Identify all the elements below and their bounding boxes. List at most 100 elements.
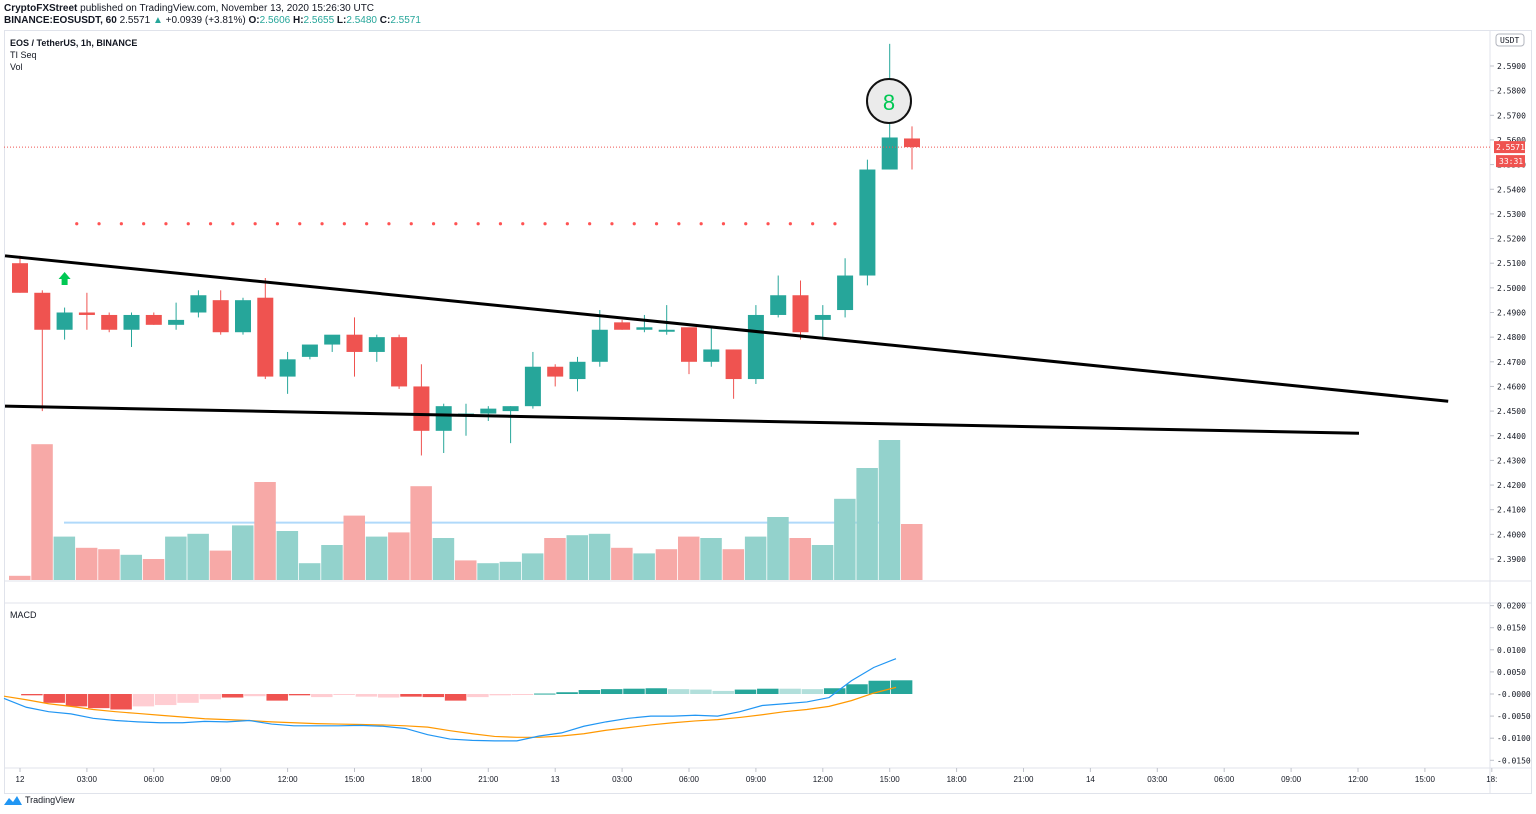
current-price-label: 2.5571 [1496, 143, 1525, 152]
time-tick-label: 21:00 [1013, 775, 1034, 784]
td-resistance-dot [744, 222, 748, 226]
time-tick-label: 14 [1086, 775, 1095, 784]
candle-bearish[interactable] [614, 322, 631, 330]
candle-bullish[interactable] [524, 366, 541, 407]
td-resistance-dot [476, 222, 480, 226]
legend-indicator-ti-seq[interactable]: TI Seq [10, 50, 37, 60]
candle-bearish[interactable] [681, 327, 697, 362]
macd-tick-label: -0.0000 [1497, 690, 1531, 699]
candle-bearish[interactable] [904, 138, 920, 148]
volume-bar [477, 563, 499, 580]
volume-bar [187, 533, 209, 580]
candle-bullish[interactable] [435, 406, 452, 431]
candle-bullish[interactable] [368, 337, 385, 352]
td-resistance-dot [186, 222, 190, 226]
open-label: O: [248, 15, 260, 26]
candle-bearish[interactable] [725, 349, 742, 380]
price-tick-label: 2.4300 [1497, 456, 1526, 465]
candle-bullish[interactable] [301, 344, 318, 357]
macd-pane-label[interactable]: MACD [10, 610, 37, 620]
td-count-circle [866, 78, 912, 124]
macd-histogram-bar [43, 694, 65, 703]
open-value: 2.5606 [259, 15, 291, 26]
volume-bar [321, 545, 343, 580]
time-tick-label: 12:00 [813, 775, 834, 784]
macd-histogram-bar [734, 689, 757, 694]
price-tick-label: 2.5600 [1497, 136, 1526, 145]
candle-bearish[interactable] [34, 292, 51, 330]
trendline-upper-descending[interactable] [4, 254, 1449, 403]
price-tick-label: 2.5000 [1497, 284, 1526, 293]
candle-bearish[interactable] [413, 386, 430, 431]
time-tick-label: 15:00 [880, 775, 901, 784]
trendline-lower-support[interactable] [4, 404, 1360, 435]
candle-bearish[interactable] [78, 312, 95, 315]
candle-bullish[interactable] [279, 359, 296, 377]
volume-bar [410, 486, 432, 580]
last-price: 2.5571 [119, 15, 151, 26]
td-resistance-dot [387, 222, 391, 226]
symbol-quote-bar: BINANCE:EOSUSDT, 60 2.5571 ▲ +0.0939 (+3… [4, 15, 421, 26]
candle-bearish[interactable] [212, 300, 229, 333]
td-resistance-dot [342, 222, 346, 226]
volume-bar [678, 536, 700, 580]
candle-bullish[interactable] [636, 327, 653, 330]
macd-histogram-bar [266, 694, 288, 701]
candle-bearish[interactable] [547, 366, 564, 377]
volume-bar [700, 538, 722, 580]
candle-bearish[interactable] [145, 314, 162, 325]
price-tick-label: 2.3900 [1497, 555, 1526, 564]
macd-histogram-bar [333, 694, 355, 695]
time-tick-label: 18:00 [947, 775, 968, 784]
volume-bar [611, 547, 633, 580]
candle-bearish[interactable] [346, 334, 363, 352]
legend-title[interactable]: EOS / TetherUS, 1h, BINANCE [10, 38, 138, 48]
price-tick-label: 2.5300 [1497, 210, 1526, 219]
volume-bar [53, 536, 76, 580]
volume-bar [9, 575, 31, 580]
price-tick-label: 2.4600 [1497, 382, 1526, 391]
candle-bearish[interactable] [792, 295, 809, 333]
candle-bullish[interactable] [881, 137, 898, 170]
macd-line [3, 658, 897, 742]
candle-bullish[interactable] [591, 329, 608, 362]
td-count-label: 8 [883, 90, 895, 115]
candle-bullish[interactable] [747, 314, 764, 380]
candle-bearish[interactable] [391, 337, 408, 387]
candle-bearish[interactable] [101, 314, 118, 330]
candle-bearish[interactable] [257, 297, 274, 377]
volume-bar [834, 498, 856, 580]
legend-indicator-vol[interactable]: Vol [10, 62, 23, 72]
macd-histogram-bar [534, 693, 556, 695]
candle-bullish[interactable] [658, 329, 675, 332]
candle-bullish[interactable] [56, 312, 73, 330]
candle-bullish[interactable] [837, 275, 854, 311]
td-resistance-dot [632, 222, 636, 226]
time-tick-label: 06:00 [144, 775, 165, 784]
macd-histogram-bar [88, 694, 110, 709]
countdown-label: 33:31 [1499, 157, 1523, 166]
candle-bullish[interactable] [168, 319, 185, 325]
macd-histogram-bar [21, 694, 43, 696]
candle-bullish[interactable] [703, 349, 720, 362]
currency-button[interactable] [1495, 33, 1525, 47]
close-value: 2.5571 [390, 15, 421, 26]
volume-bar [521, 553, 544, 580]
candle-bullish[interactable] [502, 406, 519, 412]
candle-bullish[interactable] [814, 314, 831, 320]
candle-bullish[interactable] [859, 169, 876, 276]
candle-bullish[interactable] [480, 408, 497, 414]
candle-bearish[interactable] [12, 263, 28, 293]
candle-bullish[interactable] [324, 334, 341, 345]
candle-bullish[interactable] [569, 361, 586, 380]
currency-label[interactable]: USDT [1500, 36, 1519, 45]
macd-histogram-bar [288, 694, 311, 696]
candle-bullish[interactable] [123, 314, 140, 330]
candle-bullish[interactable] [190, 295, 207, 313]
price-tick-label: 2.4400 [1497, 432, 1526, 441]
td-resistance-dot [654, 222, 659, 226]
macd-histogram-bar [154, 694, 177, 706]
candle-bullish[interactable] [235, 300, 251, 333]
candle-bullish[interactable] [770, 295, 787, 315]
